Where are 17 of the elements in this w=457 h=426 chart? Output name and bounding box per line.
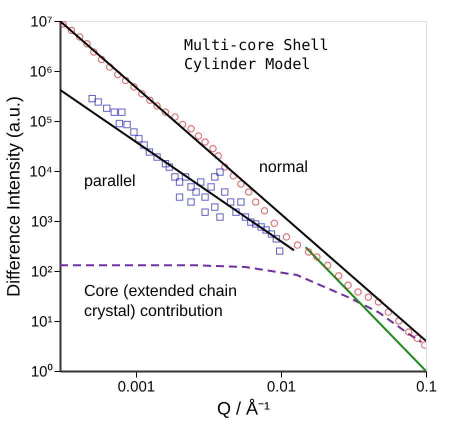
series-label: parallel xyxy=(84,173,136,190)
y-tick-label: 10¹ xyxy=(30,314,52,330)
annotation: Multi-core Shell Cylinder Model xyxy=(184,36,328,73)
y-tick-label: 10² xyxy=(30,264,52,280)
y-tick-label: 10⁰ xyxy=(30,364,52,380)
x-tick-label: 0.01 xyxy=(266,378,296,396)
x-axis-title: Q / Å⁻¹ xyxy=(216,398,270,418)
series-label: normal xyxy=(259,159,308,176)
y-tick-label: 10⁷ xyxy=(30,14,52,30)
x-tick-label: 0.1 xyxy=(416,378,437,396)
series-label: Core (extended chain crystal) contribution xyxy=(84,283,237,320)
y-axis-title: Difference Intensity (a.u.) xyxy=(3,96,24,297)
y-tick-label: 10⁶ xyxy=(30,64,52,80)
y-tick-label: 10⁴ xyxy=(29,164,52,180)
y-tick-label: 10⁵ xyxy=(30,114,52,130)
x-tick-label: 0.001 xyxy=(118,378,156,396)
y-tick-label: 10³ xyxy=(30,214,52,230)
